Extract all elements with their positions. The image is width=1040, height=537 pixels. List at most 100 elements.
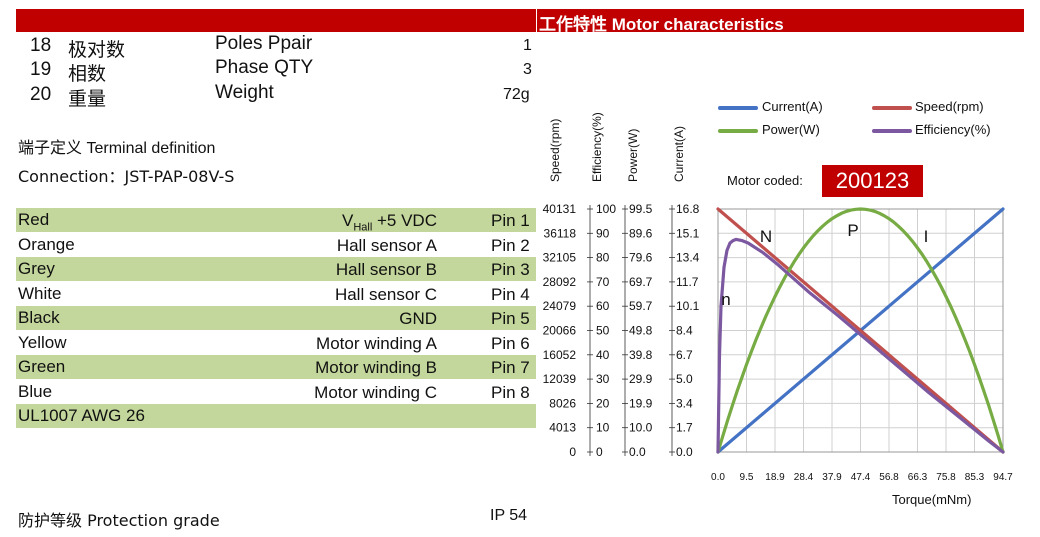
y-tick-label: 49.8 [629, 324, 653, 338]
y-tick-label: 30 [596, 372, 610, 386]
y-tick-label: 16052 [543, 348, 577, 362]
y-tick-label: 6.7 [676, 348, 693, 362]
cable-row-shade [16, 404, 536, 428]
spec-label-cn: 重量 [68, 88, 107, 110]
spec-value: 3 [523, 61, 532, 78]
legend-swatch-speed [872, 106, 912, 110]
y-tick-label: 13.4 [676, 251, 700, 265]
wire-color: Red [18, 210, 50, 229]
curve-annotation: I [924, 227, 929, 246]
wire-function: Hall sensor B [335, 260, 437, 279]
wire-pin: Pin 3 [491, 260, 530, 279]
x-tick-label: 85.3 [965, 472, 985, 483]
wire-row-shade [16, 257, 536, 281]
vhall-prefix: V [341, 211, 354, 230]
x-tick-label: 9.5 [740, 472, 754, 483]
x-axis-title: Torque(mNm) [892, 492, 972, 507]
wire-color: Blue [18, 382, 53, 401]
cable-spec: UL1007 AWG 26 [18, 406, 145, 425]
y-tick-label: 28092 [543, 275, 577, 289]
y-tick-label: 11.7 [676, 275, 699, 289]
plot-frame [717, 208, 1004, 453]
spec-label-cn: 相数 [68, 63, 107, 85]
x-tick-label: 94.7 [993, 472, 1013, 483]
motor-characteristics-title: 工作特性 Motor characteristics [539, 15, 784, 34]
y-tick-label: 36118 [544, 226, 577, 240]
y-tick-label: 99.5 [629, 202, 653, 216]
protection-grade-label: 防护等级 Protection grade [18, 511, 220, 530]
wire-function: Motor winding C [314, 383, 437, 402]
header-bar-right [537, 9, 1024, 32]
legend-label-efficiency: Efficiency(%) [915, 122, 991, 137]
wire-color: Green [18, 357, 66, 376]
y-tick-label: 59.7 [629, 299, 653, 313]
protection-grade-value: IP 54 [490, 507, 528, 524]
curve-annotation: n [721, 290, 730, 309]
spec-number: 19 [30, 59, 52, 80]
y-tick-label: 39.8 [629, 348, 653, 362]
axis-title-efficiency: Efficiency(%) [590, 112, 604, 182]
y-tick-label: 79.6 [629, 251, 653, 265]
x-tick-label: 47.4 [851, 472, 871, 483]
wire-row-shade [16, 306, 536, 330]
wire-function: Motor winding B [315, 358, 437, 377]
terminal-definition-heading: 端子定义 Terminal definition [18, 134, 215, 158]
y-tick-label: 0.0 [629, 445, 646, 459]
y-tick-label: 90 [596, 226, 610, 240]
legend-swatch-efficiency [872, 129, 912, 133]
wire-color: White [18, 284, 62, 303]
x-tick-label: 56.8 [879, 472, 899, 483]
terminal-title-en: Terminal definition [86, 140, 216, 157]
wire-color: Orange [18, 235, 75, 254]
y-tick-label: 10 [596, 421, 610, 435]
y-tick-label: 12039 [543, 372, 577, 386]
y-tick-label: 100 [596, 202, 616, 216]
spec-label-en: Weight [215, 82, 274, 103]
wire-color: Yellow [18, 333, 67, 352]
wire-pin: Pin 6 [491, 334, 530, 353]
x-tick-label: 0.0 [711, 472, 725, 483]
y-tick-label: 29.9 [629, 372, 653, 386]
y-tick-label: 5.0 [676, 372, 693, 386]
wire-function: Hall sensor C [334, 285, 437, 304]
spec-number: 20 [30, 84, 52, 105]
y-tick-label: 1.7 [676, 421, 693, 435]
motor-coded-value: 200123 [822, 165, 923, 197]
y-tick-label: 10.0 [629, 421, 653, 435]
y-tick-label: 60 [596, 299, 610, 313]
axis-title-current: Current(A) [672, 125, 686, 182]
x-tick-label: 75.8 [936, 472, 956, 483]
wire-function: Hall sensor A [336, 236, 437, 255]
y-tick-label: 24079 [543, 299, 577, 313]
y-tick-label: 15.1 [676, 226, 700, 240]
y-tick-label: 80 [596, 251, 610, 265]
terminal-title-cn: 端子定义 [18, 138, 83, 157]
y-tick-label: 40 [596, 348, 610, 362]
wire-pin: Pin 1 [491, 211, 530, 230]
wire-row-shade [16, 208, 536, 232]
spec-label-en: Poles Ppair [215, 33, 313, 54]
y-tick-label: 69.7 [629, 275, 653, 289]
x-tick-label: 66.3 [908, 472, 928, 483]
series-line-efficiency [716, 237, 1005, 454]
header-bar-left [16, 9, 536, 32]
x-tick-label: 37.9 [822, 472, 842, 483]
curve-annotation: N [760, 227, 772, 246]
wire-function: VHall +5 VDC [342, 211, 437, 233]
wire-row-shade [16, 355, 536, 379]
y-tick-label: 70 [596, 275, 610, 289]
axis-title-speed: Speed(rpm) [548, 118, 562, 182]
y-tick-label: 10.1 [676, 299, 700, 313]
legend-swatch-current [718, 106, 758, 110]
spec-value: 1 [523, 37, 532, 54]
vhall-subscript: Hall [353, 221, 373, 234]
y-tick-label: 32105 [543, 251, 577, 265]
y-tick-label: 50 [596, 324, 610, 338]
wire-pin: Pin 4 [491, 285, 530, 304]
y-tick-label: 20 [596, 396, 610, 410]
wire-function: GND [399, 309, 437, 328]
wire-color: Grey [18, 259, 55, 278]
wire-function: Motor winding A [316, 334, 437, 353]
legend-label-speed: Speed(rpm) [915, 99, 984, 114]
curve-annotation: P [847, 221, 858, 240]
